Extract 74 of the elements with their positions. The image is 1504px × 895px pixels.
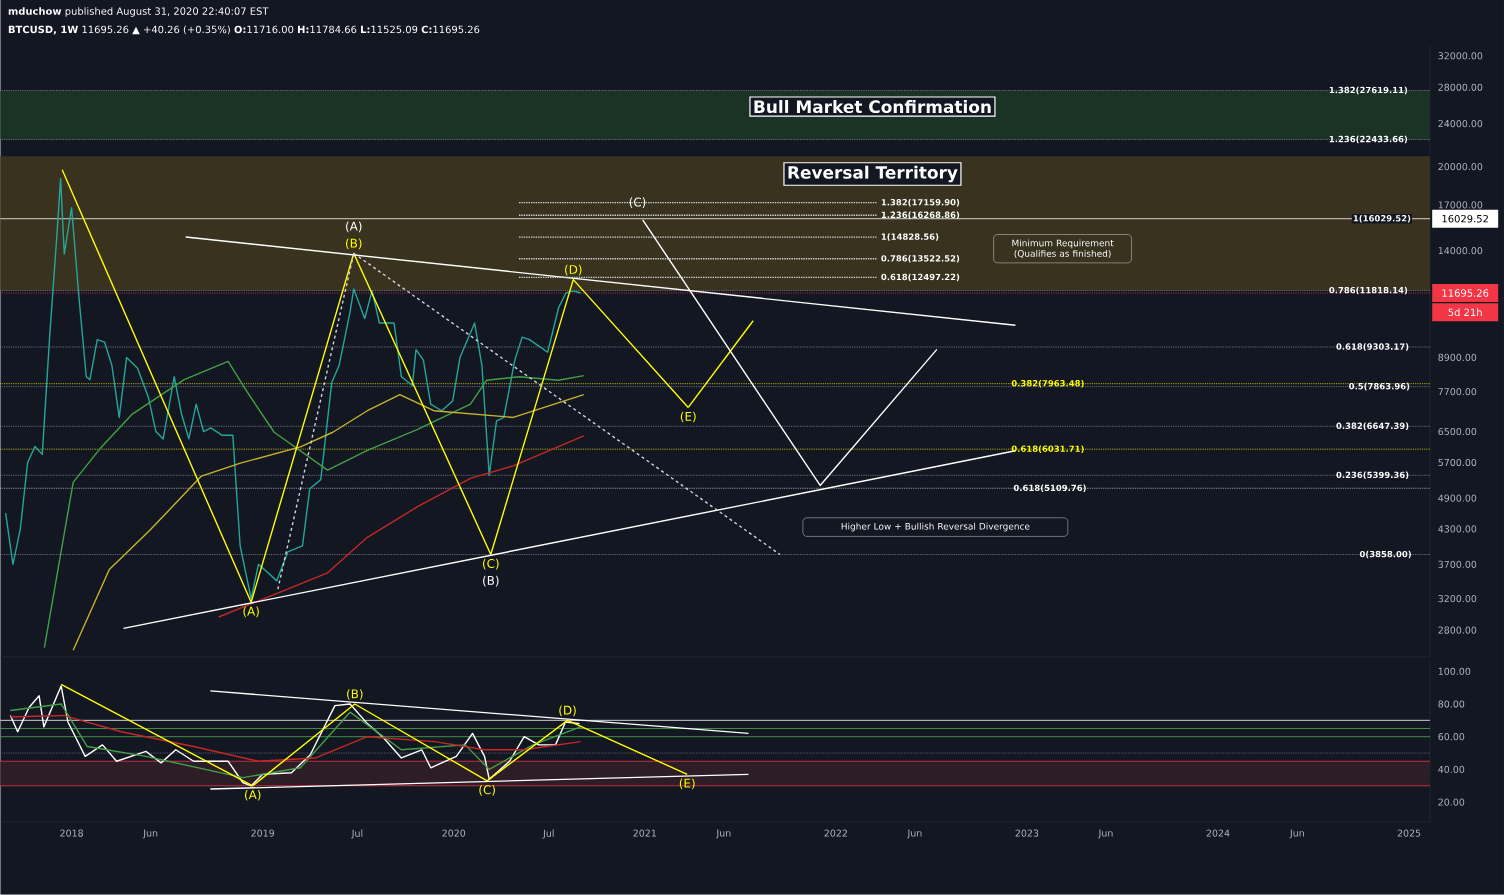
chart-title: mduchow published August 31, 2020 22:40:07 EST [8, 7, 269, 17]
annotation: Minimum Requirement (Qualifies as finished) [1012, 239, 1114, 259]
annotation: 1.382(17159.90) [881, 199, 960, 207]
y-tick-label: 17000.00 [1438, 201, 1483, 209]
annotation: (B) [346, 238, 362, 250]
x-tick-label: Jun [715, 829, 731, 839]
annotation: 0.786(11818.14) [1329, 286, 1408, 295]
annotation: 0.618(9303.17) [1336, 343, 1409, 351]
y-tick-label: 14000.00 [1438, 247, 1483, 255]
y-tick-label: 3200.00 [1438, 595, 1477, 603]
annotation: (E) [679, 778, 695, 790]
text: BTCUSD, 1W 11695.26 ▲ +40.26 (+0.35%) O:11716.00 H:11784.66 L:11525.09 C:11695.26 [8, 25, 480, 35]
y-tick-label: 20000.00 [1438, 163, 1483, 171]
y-tick-label: 3700.00 [1438, 560, 1477, 569]
y-tick-label: 2800.00 [1438, 626, 1477, 634]
annotation: 1(14828.56) [881, 233, 939, 241]
annotation: (B) [347, 689, 363, 700]
x-tick-label: 2020 [442, 829, 466, 837]
annotation: (A) [245, 790, 261, 801]
annotation: 0.618(6031.71) [1011, 445, 1084, 454]
annotation: (A) [346, 221, 362, 233]
annotation: 1(16029.52) [1353, 215, 1411, 223]
annotation: 1.382(27619.11) [1329, 86, 1408, 95]
y-tick-label: 20.00 [1438, 798, 1465, 806]
annotation: 0.236(5399.36) [1336, 471, 1409, 480]
annotation: 1.236(16268.86) [881, 211, 960, 220]
y-tick-label: 32000.00 [1438, 52, 1483, 60]
annotation: 0.5(7863.96) [1349, 382, 1410, 391]
annotation: (A) [243, 606, 259, 618]
y-tick-label: 8900.00 [1438, 353, 1477, 362]
annotation: (C) [629, 197, 646, 209]
annotation: (B) [483, 575, 499, 587]
annotation: Higher Low + Bullish Reversal Divergence [841, 522, 1030, 532]
annotation: 0.618(12497.22) [881, 273, 960, 282]
y-tick-label: 6500.00 [1438, 428, 1477, 436]
x-tick-label: 2021 [633, 829, 656, 837]
annotation: (C) [479, 785, 495, 796]
y-tick-label: 80.00 [1438, 700, 1465, 708]
y-tick-label: 24000.00 [1438, 120, 1483, 128]
annotation: 0.786(13522.52) [881, 255, 960, 263]
band-label: Bull Market Confirmation [754, 100, 991, 114]
annotation: (E) [680, 411, 696, 423]
y-tick-label: 60.00 [1438, 733, 1465, 741]
annotation: 0.618(5109.76) [1013, 484, 1086, 493]
y-tick-label: 5700.00 [1438, 459, 1477, 467]
x-tick-label: Jun [1289, 829, 1304, 839]
x-tick-label: Jun [1098, 829, 1113, 839]
annotation: (D) [559, 705, 576, 717]
y-tick-label: 7700.00 [1438, 388, 1477, 396]
annotation: 0(3858.00) [1359, 550, 1411, 559]
annotation: (D) [565, 264, 582, 276]
band-label: Reversal Territory [788, 165, 958, 183]
ref-line-label: 16029.52 [1442, 215, 1488, 223]
y-tick-label: 4300.00 [1438, 525, 1477, 533]
x-tick-label: Jun [142, 829, 158, 839]
x-tick-label: 2025 [1397, 829, 1421, 837]
annotation: 0.382(7963.48) [1011, 380, 1084, 388]
y-tick-label: 4900.00 [1438, 494, 1477, 502]
x-tick-label: 2024 [1206, 829, 1230, 837]
y-tick-label: 40.00 [1438, 765, 1465, 774]
text: 5d 21h [1448, 308, 1482, 317]
x-tick-label: 2023 [1015, 829, 1039, 837]
x-tick-label: Jul [542, 829, 554, 839]
annotation: 0.382(6647.39) [1336, 422, 1409, 431]
y-tick-label: 28000.00 [1438, 83, 1483, 91]
x-tick-label: Jul [351, 829, 363, 839]
x-tick-label: 2018 [60, 829, 83, 837]
annotation: 1.236(22433.66) [1329, 135, 1408, 144]
x-tick-label: 2022 [824, 829, 847, 837]
ref-line-label: 11695.26 [1442, 289, 1489, 297]
x-tick-label: 2019 [251, 829, 275, 837]
x-tick-label: Jun [907, 829, 922, 839]
annotation: (C) [482, 558, 499, 570]
y-tick-label: 100.00 [1438, 667, 1471, 675]
